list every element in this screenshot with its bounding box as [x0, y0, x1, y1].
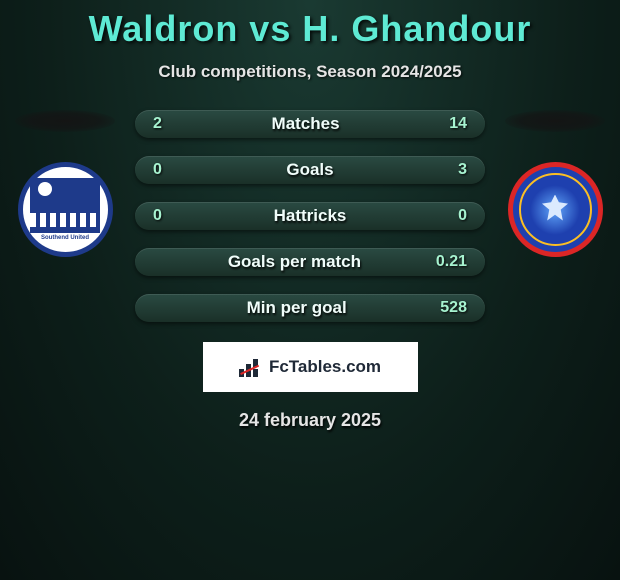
stat-left-value: 2 — [153, 115, 162, 133]
stat-right-value: 3 — [458, 161, 467, 179]
left-badge-text: Southend United — [41, 235, 89, 241]
right-badge-crest — [530, 185, 580, 235]
stat-right-value: 528 — [440, 299, 467, 317]
stat-label: Hattricks — [274, 206, 347, 226]
stat-label: Goals — [286, 160, 333, 180]
right-column — [505, 110, 605, 257]
left-shadow-ellipse — [15, 110, 115, 132]
stat-left-value: 0 — [153, 161, 162, 179]
stat-right-value: 0.21 — [436, 253, 467, 271]
stat-right-value: 14 — [449, 115, 467, 133]
stat-left-value: 0 — [153, 207, 162, 225]
bar-chart-icon — [239, 357, 263, 377]
logo-text: FcTables.com — [269, 357, 381, 377]
footer-date: 24 february 2025 — [0, 410, 620, 431]
left-team-badge: Southend United — [18, 162, 113, 257]
right-team-badge — [508, 162, 603, 257]
stat-label: Matches — [272, 114, 340, 134]
stat-row-goals: 0 Goals 3 — [135, 156, 485, 184]
stat-label: Goals per match — [228, 252, 361, 272]
page-title: Waldron vs H. Ghandour — [0, 8, 620, 50]
subtitle: Club competitions, Season 2024/2025 — [0, 62, 620, 82]
stats-column: 2 Matches 14 0 Goals 3 0 Hattricks 0 Goa… — [135, 110, 485, 322]
stat-row-matches: 2 Matches 14 — [135, 110, 485, 138]
content-row: Southend United 2 Matches 14 0 Goals 3 0… — [0, 110, 620, 322]
comparison-widget: Waldron vs H. Ghandour Club competitions… — [0, 0, 620, 431]
stat-label: Min per goal — [247, 298, 347, 318]
stat-row-min-per-goal: Min per goal 528 — [135, 294, 485, 322]
stat-row-goals-per-match: Goals per match 0.21 — [135, 248, 485, 276]
left-badge-crest — [30, 178, 100, 233]
left-column: Southend United — [15, 110, 115, 257]
right-shadow-ellipse — [505, 110, 605, 132]
fctables-logo[interactable]: FcTables.com — [203, 342, 418, 392]
stat-row-hattricks: 0 Hattricks 0 — [135, 202, 485, 230]
stat-right-value: 0 — [458, 207, 467, 225]
